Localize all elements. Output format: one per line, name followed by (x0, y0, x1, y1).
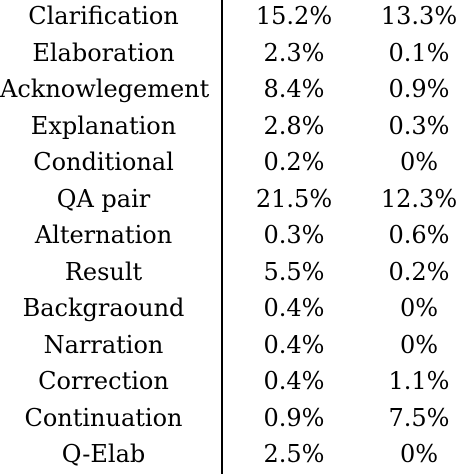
value-col-1: 0.4% (263, 294, 325, 322)
value-col-2: 0% (399, 148, 439, 176)
relation-label: Acknowlegement (0, 75, 210, 103)
value-col-2: 0.1% (388, 38, 450, 67)
table-row: Clarification 15.2% 13.3% (0, 0, 474, 35)
value-col-1: 2.3% (263, 38, 325, 67)
table-row: QA pair 21.5% 12.3% (0, 181, 474, 218)
relation-label: Alternation (34, 221, 173, 249)
relation-label: Backgraound (22, 294, 185, 322)
value-col-2: 12.3% (380, 184, 458, 213)
relation-label: Continuation (24, 403, 183, 432)
relation-label: Q-Elab (61, 440, 146, 468)
column-divider (221, 0, 223, 474)
value-col-1: 0.4% (263, 367, 325, 395)
value-col-1: 8.4% (263, 75, 325, 103)
table-row: Correction 0.4% 1.1% (0, 363, 474, 400)
table-row: Backgraound 0.4% 0% (0, 290, 474, 327)
value-col-1: 5.5% (263, 257, 325, 286)
value-col-2: 0% (399, 440, 439, 468)
value-col-1: 0.4% (263, 330, 325, 359)
value-col-2: 0.3% (388, 111, 450, 140)
value-col-1: 0.2% (263, 148, 325, 176)
table-row: Conditional 0.2% 0% (0, 144, 474, 181)
value-col-2: 0.2% (388, 257, 450, 286)
value-col-1: 0.9% (263, 403, 325, 432)
value-col-2: 0% (399, 294, 439, 322)
table-row: Narration 0.4% 0% (0, 327, 474, 364)
relation-label: Result (64, 257, 143, 286)
relation-label: QA pair (56, 184, 151, 213)
value-col-2: 13.3% (380, 2, 458, 30)
table-row: Alternation 0.3% 0.6% (0, 217, 474, 254)
relation-label: Narration (43, 330, 164, 359)
value-col-2: 7.5% (388, 403, 450, 432)
table-row: Result 5.5% 0.2% (0, 254, 474, 291)
relation-label: Correction (38, 367, 169, 395)
value-col-1: 21.5% (255, 184, 333, 213)
table-row: Elaboration 2.3% 0.1% (0, 35, 474, 72)
relation-label: Conditional (33, 148, 174, 176)
relation-label: Elaboration (32, 38, 175, 67)
value-col-2: 0% (399, 330, 439, 359)
relation-label: Clarification (28, 2, 179, 30)
table-row: Explanation 2.8% 0.3% (0, 108, 474, 145)
relation-label: Explanation (30, 111, 177, 140)
value-col-2: 0.6% (388, 221, 450, 249)
value-col-1: 2.5% (263, 440, 325, 468)
value-col-2: 0.9% (388, 75, 450, 103)
value-col-2: 1.1% (388, 367, 450, 395)
table-row: Acknowlegement 8.4% 0.9% (0, 71, 474, 108)
table-row: Q-Elab 2.5% 0% (0, 436, 474, 473)
value-col-1: 0.3% (263, 221, 325, 249)
value-col-1: 2.8% (263, 111, 325, 140)
table-row: Continuation 0.9% 7.5% (0, 400, 474, 437)
value-col-1: 15.2% (255, 2, 333, 30)
